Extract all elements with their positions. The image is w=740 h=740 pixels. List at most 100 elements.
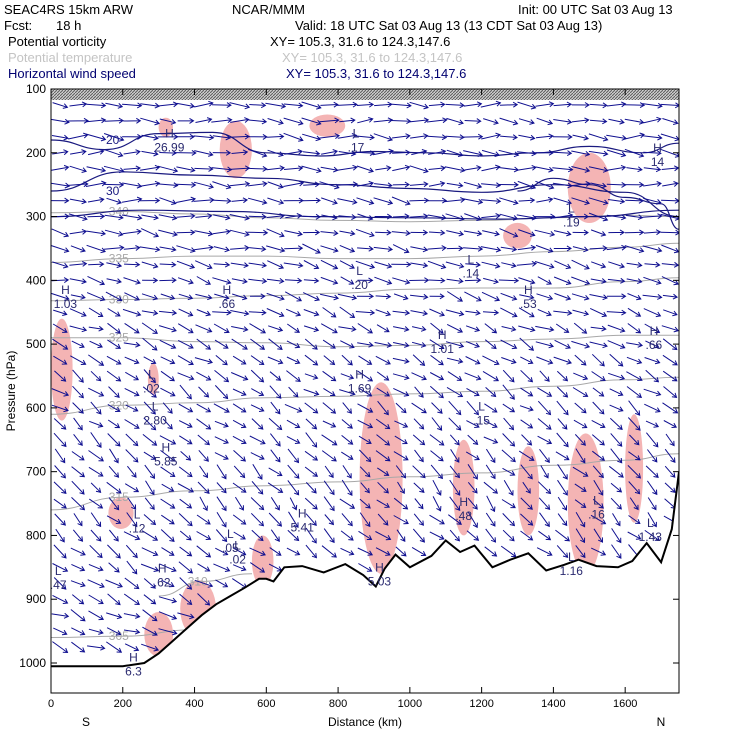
wind-vector <box>375 293 392 300</box>
wind-vector <box>535 325 555 333</box>
wind-vector <box>162 402 173 414</box>
wind-vector <box>230 117 250 123</box>
wind-vector <box>70 245 86 253</box>
wind-vector <box>499 213 519 221</box>
wind-vector <box>266 245 286 253</box>
extremum-letter: L <box>356 264 363 278</box>
wind-vector <box>392 164 411 172</box>
wind-vector <box>143 514 157 526</box>
wind-vector <box>446 278 464 284</box>
wind-vector <box>626 166 643 173</box>
wind-vector <box>449 479 461 496</box>
wind-vector <box>643 229 662 236</box>
wind-vector <box>377 400 389 416</box>
wind-vector <box>591 434 605 446</box>
wind-vector <box>321 450 337 462</box>
wind-vector <box>446 323 464 333</box>
wind-vector <box>376 499 391 508</box>
wind-vector <box>53 309 68 316</box>
wind-vector <box>662 181 679 187</box>
wind-vector <box>289 497 298 511</box>
wind-vector <box>357 213 374 221</box>
wind-vector <box>252 464 263 480</box>
wind-vector <box>410 133 429 139</box>
wind-vector <box>552 133 573 140</box>
wind-vector <box>610 433 623 447</box>
wind-vector <box>341 451 354 460</box>
wind-vector <box>375 229 392 236</box>
wind-vector <box>247 197 268 205</box>
wind-vector <box>553 101 573 108</box>
wind-vector <box>123 531 141 541</box>
wind-vector <box>643 150 662 157</box>
wind-vector <box>69 325 88 333</box>
wind-vector <box>287 464 300 479</box>
wind-vector <box>446 245 464 252</box>
wind-vector <box>176 166 196 173</box>
wind-vector <box>305 527 317 544</box>
wind-vector <box>250 338 266 350</box>
wind-vector <box>88 563 104 572</box>
y-tick-label: 700 <box>26 465 46 479</box>
wind-vector <box>629 434 640 446</box>
wind-vector <box>397 481 405 495</box>
wind-vector <box>570 181 591 187</box>
wind-vector <box>213 403 230 413</box>
wind-vector <box>592 387 605 397</box>
wind-vector <box>575 448 586 464</box>
extremum-letter: H <box>61 283 70 297</box>
wind-vector <box>88 594 104 605</box>
wind-vector <box>123 613 141 619</box>
wind-vector <box>178 420 193 428</box>
wind-vector <box>70 580 86 588</box>
wind-vector <box>466 341 480 348</box>
wind-vector <box>337 101 358 108</box>
wind-vector <box>250 369 265 383</box>
wind-vector <box>268 338 283 350</box>
wind-vector <box>319 293 340 301</box>
wind-vector <box>286 435 301 444</box>
wind-vector <box>501 357 517 365</box>
wind-vector <box>377 467 390 476</box>
wind-vector <box>392 149 411 156</box>
extremum-letter: H <box>355 367 364 381</box>
wind-vector <box>647 497 657 511</box>
wind-vector <box>628 400 641 416</box>
wind-vector <box>125 449 139 463</box>
wind-vector <box>590 547 607 556</box>
wind-vector <box>463 230 483 237</box>
wind-vector <box>429 372 445 381</box>
wind-vector <box>229 181 251 187</box>
wind-vector <box>268 467 283 477</box>
wind-vector <box>414 386 424 398</box>
wind-vector <box>357 419 374 429</box>
wind-vector <box>73 417 83 431</box>
wind-vector <box>162 418 173 430</box>
wind-vector <box>467 481 478 494</box>
wind-vector <box>107 593 121 606</box>
wind-vector <box>304 402 319 414</box>
wind-vector <box>337 293 358 301</box>
extremum-value: .53 <box>520 297 537 311</box>
wind-vector <box>323 387 336 396</box>
wind-vector <box>358 355 373 365</box>
wind-vector <box>233 531 246 540</box>
wind-vector <box>123 593 140 606</box>
wind-vector <box>663 420 678 428</box>
wind-vector <box>53 544 67 559</box>
wind-vector <box>609 388 624 397</box>
wind-vector <box>71 497 86 511</box>
speed-contour <box>51 171 679 218</box>
wind-vector <box>661 325 679 333</box>
wind-vector <box>283 102 304 109</box>
wind-vector <box>141 293 159 301</box>
wind-vector <box>231 149 249 156</box>
wind-vector <box>393 293 409 301</box>
wind-vector <box>124 483 140 493</box>
wind-vector <box>355 309 376 316</box>
wind-vector <box>355 134 375 141</box>
wind-vector <box>139 246 161 253</box>
wind-vector <box>303 325 320 333</box>
wind-vector <box>607 324 626 333</box>
